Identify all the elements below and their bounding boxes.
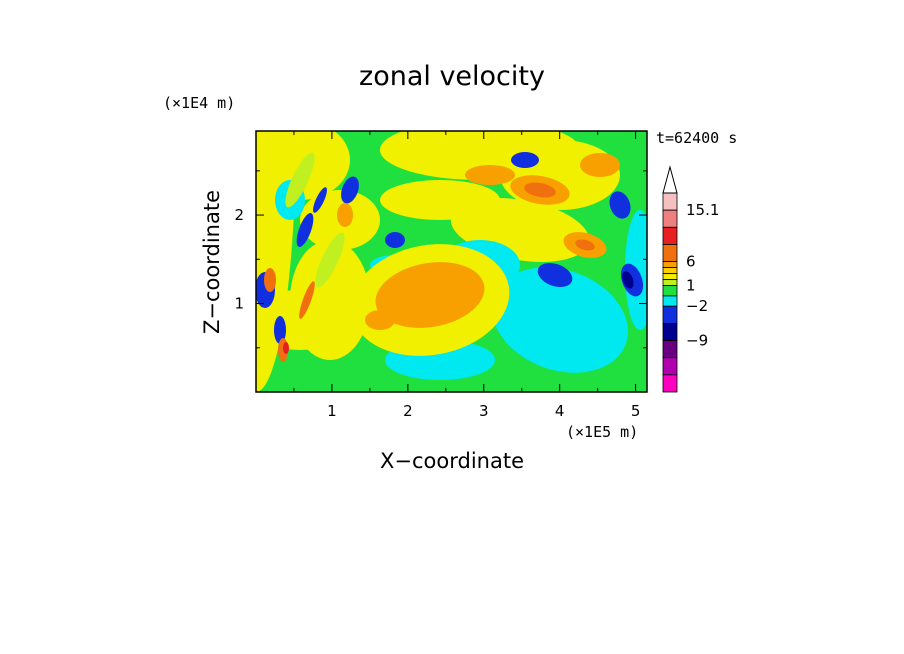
contour-blob [580,153,620,177]
contour-blob [375,262,485,328]
colorbar-band [662,192,678,211]
contour-blob [524,182,556,198]
x-tick-label: 1 [327,402,337,420]
contour-blob [465,165,515,185]
chart-title: zonal velocity [359,61,545,92]
y-tick-labels: 12 [234,206,244,312]
colorbar-band [662,261,678,269]
colorbar-band [662,322,678,341]
colorbar-band [662,279,678,287]
colorbar-label: 1 [686,277,696,295]
contour-blob [511,152,539,168]
contour-blob [537,262,573,288]
contour-blob [264,268,276,292]
x-tick-label: 5 [631,402,641,420]
colorbar-band [662,295,678,307]
x-tick-label: 2 [403,402,413,420]
x-axis-label: X−coordinate [380,449,524,473]
y-tick-label: 2 [234,206,244,224]
contour-blob [609,191,631,219]
contour-blob [296,212,314,248]
contour-blob [290,240,370,360]
colorbar-band [662,374,678,393]
contour-field [256,131,647,392]
colorbar-label: −2 [686,297,708,315]
colorbar-label: −9 [686,332,708,350]
x-tick-label: 4 [555,402,565,420]
contour-blob [385,232,405,248]
x-tick-label: 3 [479,402,489,420]
colorbar-band [662,357,678,376]
y-tick-label: 1 [234,295,244,313]
x-unit-label: (×1E5 m) [566,423,638,441]
colorbar-label: 6 [686,253,696,271]
plot-frame [255,130,648,393]
contour-blob [283,342,289,354]
x-tick-labels: 1 2 3 4 5 [327,402,640,420]
y-axis-label: Z−coordinate [200,190,224,334]
contour-blob [622,271,634,289]
colorbar-band [662,226,678,245]
contour-blob [365,310,395,330]
contour-blob [315,232,345,288]
axis-ticks [256,131,647,392]
contour-blob [299,281,315,319]
colorbar-band [662,285,678,297]
contour-blob [380,180,500,220]
contour-blob [337,203,353,227]
contour-blob [285,152,315,208]
colorbar-band [662,267,678,275]
y-unit-label: (×1E4 m) [163,94,235,112]
colorbar-band [662,273,678,281]
colorbar: 15.1 6 1 −2 −9 [662,165,719,393]
colorbar-band [662,340,678,359]
time-label: t=62400 s [656,129,737,147]
contour-blob [341,176,359,204]
contour-blob [492,267,628,373]
colorbar-arrow [662,165,678,194]
colorbar-band [662,305,678,324]
contour-blob [313,187,327,213]
contour-blob [575,239,595,251]
colorbar-band [662,209,678,228]
contour-blob [274,316,286,344]
colorbar-band [662,244,678,263]
colorbar-label: 15.1 [686,201,719,219]
